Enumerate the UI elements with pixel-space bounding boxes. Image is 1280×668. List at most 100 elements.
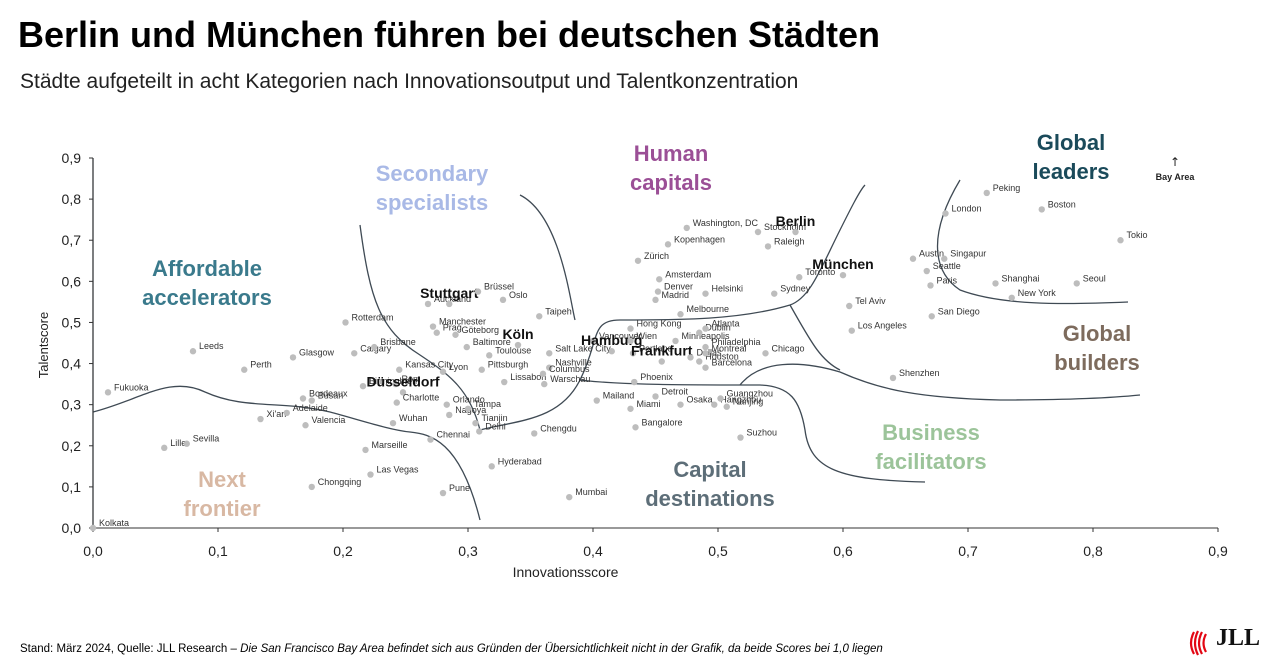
data-point [452,331,459,338]
y-tick-label: 0,2 [62,438,82,454]
boundary-line [479,184,866,431]
data-point [463,343,470,351]
data-point [711,401,718,408]
data-point [531,430,538,437]
category-label: Next [198,467,246,492]
point-label: Rotterdam [352,312,394,322]
category-label: Affordable [152,256,262,281]
data-point [1008,294,1015,301]
point-label: Wien [637,331,658,341]
point-label: Washington, DC [693,218,759,228]
boundary-line [739,363,1141,401]
point-label: Dublin [705,323,731,333]
point-label: San Diego [938,306,980,316]
boundary-line [359,224,481,431]
point-label: Rom [402,374,421,384]
point-label: Lyon [449,362,468,372]
category-label: builders [1054,350,1140,375]
data-point [351,350,358,357]
category-label: Capital [673,457,746,482]
footer: Stand: März 2024, Quelle: JLL Research –… [20,643,883,655]
point-label: Wuhan [399,413,427,423]
data-point [536,313,543,320]
point-label: Hamburg [581,332,642,348]
boundary-line [579,379,926,483]
data-point [439,489,447,497]
point-label: Taipeh [545,306,572,316]
point-label: Los Angeles [858,321,908,331]
point-label: Tampa [474,399,501,409]
page-title: Berlin und München führen bei deutschen … [18,14,881,55]
point-label: Boston [1048,199,1076,209]
data-point [1117,237,1124,244]
y-tick-label: 0,6 [62,273,82,289]
data-point [737,434,744,441]
x-tick-label: 0,5 [708,543,728,559]
y-tick-label: 0,7 [62,232,82,248]
point-label: Seoul [1083,273,1106,283]
x-tick-label: 0,2 [333,543,353,559]
point-label: Düsseldorf [366,373,439,389]
data-point [429,323,437,330]
data-point [909,255,917,262]
data-point [839,271,847,279]
y-tick-label: 0,5 [62,314,82,330]
point-label: Tianjin [482,413,508,423]
data-point [342,319,349,326]
point-label: Glasgow [299,347,335,357]
data-point [299,395,307,402]
point-label: Auckland [434,294,471,304]
point-label: Barcelona [712,358,753,368]
point-label: Phoenix [640,372,673,382]
point-label: Valencia [312,415,346,425]
data-point [627,325,634,332]
data-point [589,337,597,345]
point-label: Prag [443,323,462,333]
chart-axes: 0,0 0,1 0,2 0,3 0,4 0,5 0,6 0,7 0,8 0,9 0,0 0,1 0,2 0… [36,150,1228,580]
data-point [702,325,709,332]
category-label: specialists [376,190,489,215]
point-label: Chicago [772,343,805,353]
point-label: Kolkata [99,518,129,528]
data-point [608,348,615,355]
category-label: accelerators [142,285,272,310]
y-axis-title: Talentscore [36,312,51,378]
point-label: Tokio [1127,230,1148,240]
data-point [634,257,642,264]
point-label: Frankfurt [631,343,693,359]
point-label: New York [1018,288,1057,298]
point-label: Baltimore [473,337,511,347]
point-label: Brüssel [484,282,514,292]
data-point [446,411,453,419]
point-label: Manchester [439,317,486,327]
point-label: Stuttgart [420,285,479,301]
point-label: Melbourne [687,304,730,314]
point-label: Osaka [687,395,713,405]
data-point [631,378,638,386]
data-point [389,419,397,427]
y-tick-label: 0,3 [62,397,82,413]
point-label: Delhi [485,421,506,431]
data-point [302,422,309,429]
data-point [486,352,493,359]
chart-annotations: ↑ Bay Area [1156,155,1196,182]
logo-text: JLL [1216,625,1261,651]
data-point [566,493,573,501]
y-tick-label: 0,0 [62,520,82,536]
point-label: Oslo [509,290,528,300]
data-point [474,288,482,295]
data-point [396,366,403,373]
data-point [677,401,684,408]
boundary-line [789,304,841,371]
point-label: Nanjing [733,397,764,407]
point-label: Montreal [712,343,747,353]
data-point [289,354,297,361]
point-label: Orlando [453,395,485,405]
data-point [593,397,600,404]
point-label: Singapur [950,249,986,259]
data-point [499,296,507,304]
category-label: destinations [645,486,775,511]
footer-source: Stand: März 2024, Quelle: JLL Research – [20,643,237,655]
y-tick-label: 0,1 [62,479,82,495]
